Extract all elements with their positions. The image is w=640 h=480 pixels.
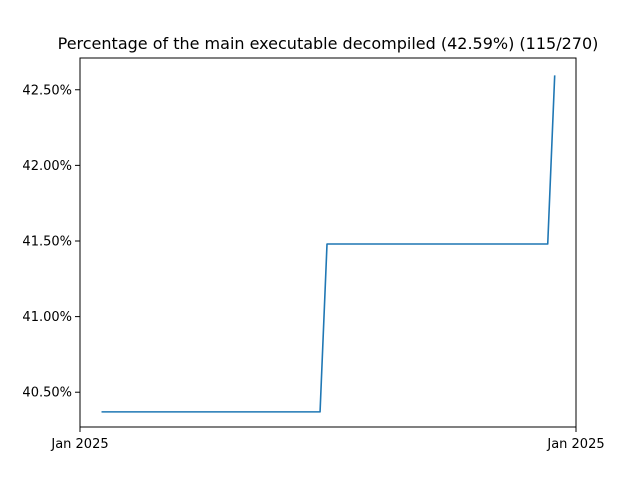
axes-frame <box>79 57 577 428</box>
y-tick-label: 42.00% <box>22 159 72 174</box>
chart-title: Percentage of the main executable decomp… <box>58 34 599 53</box>
y-tick-label: 42.50% <box>22 83 72 98</box>
y-axis: 40.50% 41.00% 41.50% 42.00% 42.50% <box>22 83 80 401</box>
series-line <box>101 75 556 413</box>
x-tick-label: Jan 2025 <box>546 437 604 452</box>
y-tick-label: 41.00% <box>22 310 72 325</box>
y-tick-label: 40.50% <box>22 386 72 401</box>
y-tick-label: 41.50% <box>22 234 72 249</box>
x-axis: Jan 2025 Jan 2025 <box>50 427 605 452</box>
x-tick-label: Jan 2025 <box>50 437 108 452</box>
plot-area <box>101 75 556 413</box>
